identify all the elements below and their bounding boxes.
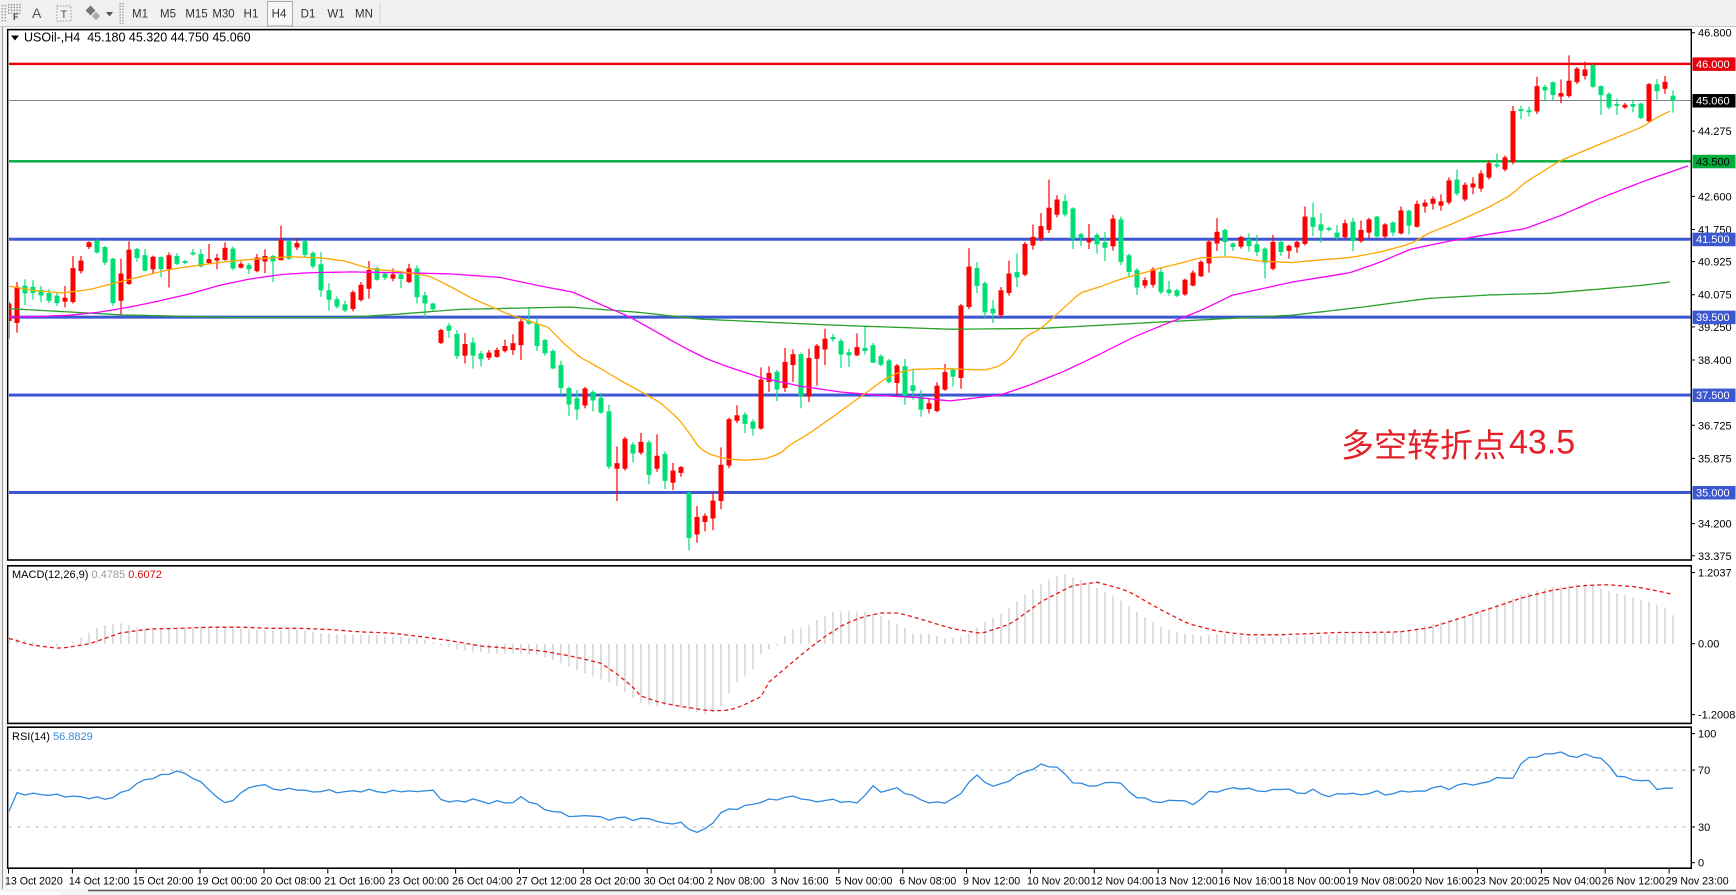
- svg-text:21 Oct 16:00: 21 Oct 16:00: [324, 876, 385, 888]
- svg-text:16 Nov 16:00: 16 Nov 16:00: [1219, 876, 1282, 888]
- svg-text:25 Nov 04:00: 25 Nov 04:00: [1538, 876, 1601, 888]
- svg-text:41.500: 41.500: [1696, 234, 1730, 246]
- svg-text:RSI(14) 56.8829: RSI(14) 56.8829: [12, 731, 93, 743]
- svg-text:33.375: 33.375: [1698, 551, 1732, 563]
- svg-text:-1.2008: -1.2008: [1698, 710, 1735, 722]
- svg-text:14 Oct 12:00: 14 Oct 12:00: [69, 876, 130, 888]
- svg-text:35.875: 35.875: [1698, 453, 1732, 465]
- svg-text:15 Oct 20:00: 15 Oct 20:00: [133, 876, 194, 888]
- svg-text:F: F: [13, 12, 19, 22]
- svg-text:M15: M15: [185, 9, 207, 21]
- svg-text:2 Nov 08:00: 2 Nov 08:00: [708, 876, 765, 888]
- svg-text:20 Oct 08:00: 20 Oct 08:00: [261, 876, 322, 888]
- svg-text:MN: MN: [355, 9, 373, 21]
- svg-text:42.600: 42.600: [1698, 191, 1732, 203]
- svg-text:0: 0: [1698, 858, 1704, 870]
- svg-text:D1: D1: [301, 9, 316, 21]
- svg-text:T: T: [61, 9, 68, 21]
- svg-text:29 Nov 23:00: 29 Nov 23:00: [1666, 876, 1729, 888]
- svg-text:9 Nov 12:00: 9 Nov 12:00: [963, 876, 1020, 888]
- svg-text:A: A: [32, 5, 42, 21]
- svg-text:43.5: 43.5: [1509, 424, 1575, 462]
- svg-text:20 Nov 16:00: 20 Nov 16:00: [1410, 876, 1473, 888]
- svg-text:3 Nov 16:00: 3 Nov 16:00: [771, 876, 828, 888]
- svg-text:44.275: 44.275: [1698, 126, 1732, 138]
- svg-text:M1: M1: [132, 9, 148, 21]
- svg-text:30 Oct 04:00: 30 Oct 04:00: [644, 876, 705, 888]
- svg-text:M30: M30: [212, 9, 234, 21]
- svg-text:23 Oct 00:00: 23 Oct 00:00: [388, 876, 449, 888]
- svg-text:40.925: 40.925: [1698, 257, 1732, 269]
- svg-text:13 Nov 12:00: 13 Nov 12:00: [1155, 876, 1218, 888]
- svg-text:45.060: 45.060: [1696, 96, 1730, 108]
- svg-text:38.400: 38.400: [1698, 355, 1732, 367]
- svg-text:39.500: 39.500: [1696, 312, 1730, 324]
- svg-text:H4: H4: [272, 9, 287, 21]
- svg-text:37.500: 37.500: [1696, 390, 1730, 402]
- svg-text:W1: W1: [327, 9, 344, 21]
- svg-text:13 Oct 2020: 13 Oct 2020: [5, 876, 63, 888]
- svg-text:46.800: 46.800: [1698, 28, 1732, 40]
- svg-text:28 Oct 20:00: 28 Oct 20:00: [580, 876, 641, 888]
- svg-text:46.000: 46.000: [1696, 59, 1730, 71]
- svg-text:30: 30: [1698, 822, 1710, 834]
- svg-text:43.500: 43.500: [1696, 156, 1730, 168]
- svg-text:36.725: 36.725: [1698, 420, 1732, 432]
- svg-text:6 Nov 08:00: 6 Nov 08:00: [899, 876, 956, 888]
- svg-text:1.2037: 1.2037: [1698, 568, 1732, 580]
- svg-text:12 Nov 04:00: 12 Nov 04:00: [1091, 876, 1154, 888]
- svg-text:40.075: 40.075: [1698, 290, 1732, 302]
- svg-text:23 Nov 20:00: 23 Nov 20:00: [1474, 876, 1537, 888]
- svg-text:34.200: 34.200: [1698, 519, 1732, 531]
- svg-text:MACD(12,26,9) 0.4785 0.6072: MACD(12,26,9) 0.4785 0.6072: [12, 569, 162, 581]
- svg-text:H1: H1: [244, 9, 259, 21]
- svg-text:10 Nov 20:00: 10 Nov 20:00: [1027, 876, 1090, 888]
- svg-text:M5: M5: [160, 9, 176, 21]
- svg-text:39.250: 39.250: [1698, 322, 1732, 334]
- svg-text:35.000: 35.000: [1696, 487, 1730, 499]
- svg-text:USOil-,H4 45.180 45.320 44.75: USOil-,H4 45.180 45.320 44.750 45.060: [24, 31, 251, 45]
- svg-text:27 Oct 12:00: 27 Oct 12:00: [516, 876, 577, 888]
- svg-text:100: 100: [1698, 729, 1716, 741]
- svg-text:26 Nov 12:00: 26 Nov 12:00: [1602, 876, 1665, 888]
- svg-text:18 Nov 00:00: 18 Nov 00:00: [1282, 876, 1345, 888]
- svg-text:70: 70: [1698, 765, 1710, 777]
- svg-text:0.00: 0.00: [1698, 639, 1719, 651]
- svg-text:19 Oct 00:00: 19 Oct 00:00: [197, 876, 258, 888]
- svg-text:19 Nov 08:00: 19 Nov 08:00: [1346, 876, 1409, 888]
- svg-text:5 Nov 00:00: 5 Nov 00:00: [835, 876, 892, 888]
- svg-text:26 Oct 04:00: 26 Oct 04:00: [452, 876, 513, 888]
